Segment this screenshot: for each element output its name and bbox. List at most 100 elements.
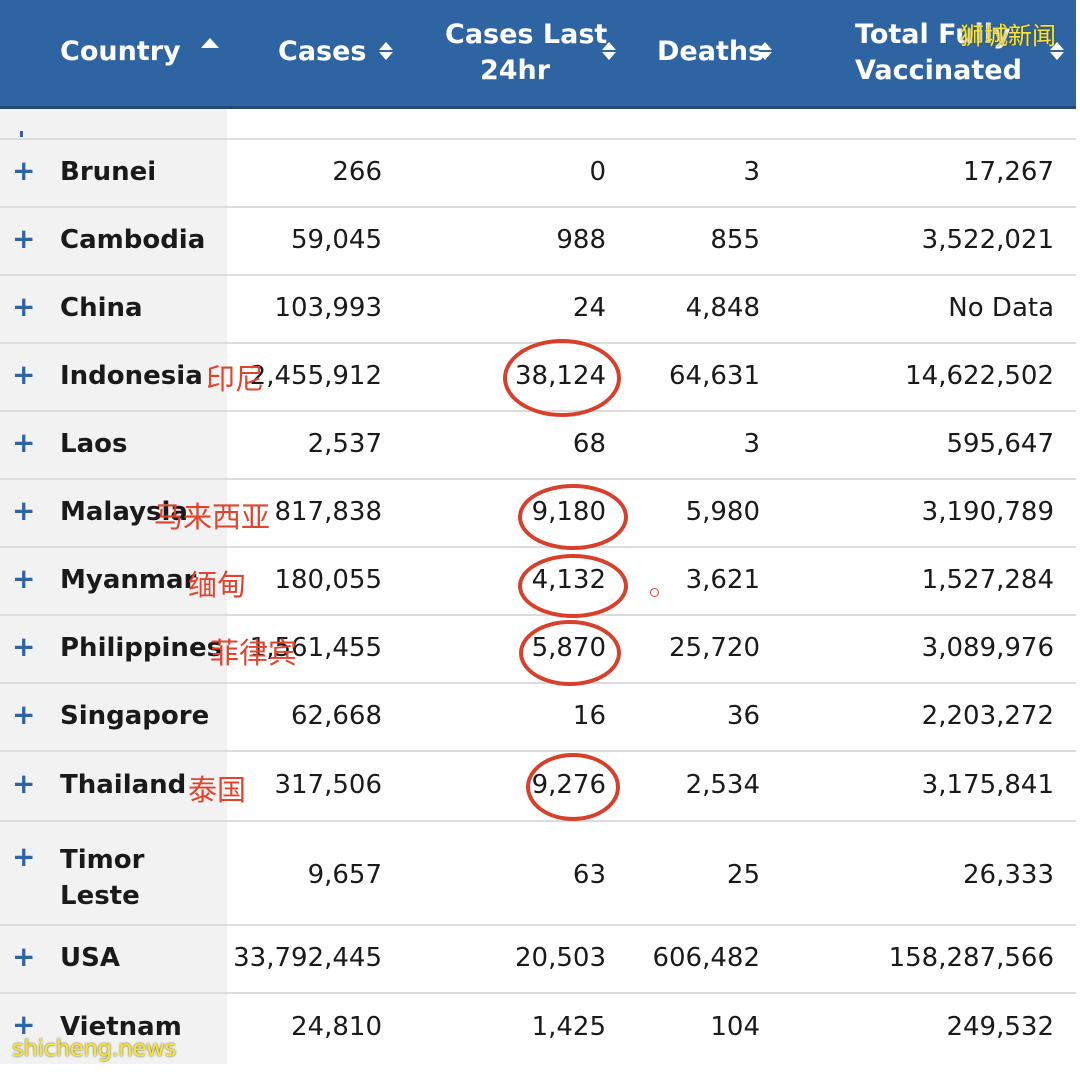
expand-icon[interactable]: +	[12, 290, 36, 323]
table-row[interactable]: + Myanmar 180,055 4,132 3,621 1,527,284	[0, 548, 1076, 616]
country-name: Indonesia	[60, 361, 203, 391]
annotation-myanmar: 缅甸	[188, 568, 247, 602]
cases-value: 2,537	[307, 429, 382, 459]
cases-value: 317,506	[274, 770, 382, 800]
annotation-thailand: 泰国	[188, 773, 247, 807]
deaths-value: 855	[710, 225, 760, 255]
deaths-value: 104	[710, 1012, 760, 1042]
vaccinated-value: 595,647	[946, 429, 1054, 459]
table-row[interactable]: + Brunei 266 0 3 17,267	[0, 140, 1076, 208]
expand-icon[interactable]: +	[12, 494, 36, 527]
table-row[interactable]: + Malaysia 817,838 9,180 5,980 3,190,789	[0, 480, 1076, 548]
country-name: Laos	[60, 429, 128, 459]
country-name: Myanmar	[60, 565, 197, 595]
vaccinated-value: No Data	[948, 293, 1054, 323]
column-header-total-fully-vaccinated[interactable]: Total Fully Vaccinated	[855, 19, 1022, 86]
highlight-circle	[526, 753, 620, 821]
cases-last-24hr-value: 20,503	[515, 943, 606, 973]
country-name: USA	[60, 943, 120, 973]
vaccinated-value: 17,267	[963, 157, 1054, 187]
sort-icon[interactable]	[758, 40, 772, 62]
cases-value: 266	[332, 157, 382, 187]
table-row[interactable]: + Vietnam 24,810 1,425 104 249,532	[0, 994, 1076, 1062]
deaths-value: 3,621	[685, 565, 760, 595]
table-row[interactable]: + USA 33,792,445 20,503 606,482 158,287,…	[0, 926, 1076, 994]
deaths-value: 3	[743, 157, 760, 187]
expand-icon[interactable]: +	[12, 767, 36, 800]
expand-icon[interactable]: +	[12, 1008, 36, 1041]
expand-icon[interactable]: +	[12, 562, 36, 595]
highlight-circle	[503, 339, 621, 417]
cases-value: 33,792,445	[233, 943, 382, 973]
deaths-value: 3	[743, 429, 760, 459]
cases-value: 817,838	[274, 497, 382, 527]
sort-icon[interactable]	[1050, 40, 1064, 62]
watermark-bottom: shicheng.news	[12, 1036, 176, 1062]
deaths-value: 4,848	[685, 293, 760, 323]
table-row[interactable]: + China 103,993 24 4,848 No Data	[0, 276, 1076, 344]
column-header-deaths[interactable]: Deaths	[657, 36, 765, 67]
table-header: Country Cases Cases Last 24hr Deaths Tot…	[0, 0, 1076, 109]
country-name: Cambodia	[60, 225, 206, 255]
expand-icon[interactable]: +	[12, 630, 36, 663]
vaccinated-value: 3,089,976	[921, 633, 1054, 663]
column-header-cases[interactable]: Cases	[278, 36, 367, 67]
cases-last-24hr-value: 0	[589, 157, 606, 187]
expand-icon[interactable]: +	[12, 154, 36, 187]
deaths-value: 2,534	[685, 770, 760, 800]
expand-icon[interactable]: +	[12, 698, 36, 731]
cases-value: 24,810	[291, 1012, 382, 1042]
cases-last-24hr-value: 63	[572, 860, 606, 890]
vaccinated-value: 1,527,284	[921, 565, 1054, 595]
cases-value: 59,045	[291, 225, 382, 255]
expand-icon[interactable]: +	[12, 840, 36, 873]
vaccinated-value: 249,532	[946, 1012, 1054, 1042]
cases-value: 62,668	[291, 701, 382, 731]
cases-last-24hr-value: 24	[572, 293, 606, 323]
table-row-partial	[0, 109, 1076, 140]
deaths-value: 25	[726, 860, 760, 890]
expand-icon[interactable]: +	[12, 358, 36, 391]
vaccinated-value: 26,333	[963, 860, 1054, 890]
country-name: Malaysia	[60, 497, 188, 527]
country-name: Philippines	[60, 633, 223, 663]
annotation-dot	[650, 588, 659, 597]
cases-last-24hr-value: 16	[572, 701, 606, 731]
column-header-cases-last-24hr[interactable]: Cases Last 24hr	[445, 19, 608, 86]
vaccinated-value: 3,175,841	[921, 770, 1054, 800]
expand-icon[interactable]: +	[12, 426, 36, 459]
table-row[interactable]: + Laos 2,537 68 3 595,647	[0, 412, 1076, 480]
deaths-value: 25,720	[669, 633, 760, 663]
highlight-circle	[518, 554, 628, 618]
sort-ascending-icon[interactable]	[201, 36, 219, 50]
table-row[interactable]: + Timor Leste 9,657 63 25 26,333	[0, 822, 1076, 926]
sort-icon[interactable]	[379, 40, 393, 62]
cases-value: 103,993	[274, 293, 382, 323]
vaccinated-value: 2,203,272	[921, 701, 1054, 731]
cases-value: 2,455,912	[249, 361, 382, 391]
vaccinated-value: 158,287,566	[888, 943, 1054, 973]
annotation-malaysia: 马来西亚	[154, 500, 271, 534]
expand-icon-partial	[20, 131, 23, 137]
column-header-country[interactable]: Country	[60, 36, 181, 67]
vaccinated-value: 14,622,502	[905, 361, 1054, 391]
expand-icon[interactable]: +	[12, 940, 36, 973]
deaths-value: 5,980	[685, 497, 760, 527]
cases-last-24hr-value: 68	[572, 429, 606, 459]
country-name: Thailand	[60, 770, 187, 800]
vaccinated-value: 3,190,789	[921, 497, 1054, 527]
cases-value: 9,657	[307, 860, 382, 890]
sort-icon[interactable]	[602, 40, 616, 62]
country-name: Singapore	[60, 701, 210, 731]
deaths-value: 64,631	[669, 361, 760, 391]
cases-last-24hr-value: 1,425	[531, 1012, 606, 1042]
expand-icon[interactable]: +	[12, 222, 36, 255]
deaths-value: 36	[726, 701, 760, 731]
table-row[interactable]: + Cambodia 59,045 988 855 3,522,021	[0, 208, 1076, 276]
cases-value: 1,561,455	[249, 633, 382, 663]
deaths-value: 606,482	[652, 943, 760, 973]
highlight-circle	[519, 620, 621, 686]
vaccinated-value: 3,522,021	[921, 225, 1054, 255]
table-row[interactable]: + Singapore 62,668 16 36 2,203,272	[0, 684, 1076, 752]
watermark-top: 狮城新闻	[960, 22, 1056, 50]
